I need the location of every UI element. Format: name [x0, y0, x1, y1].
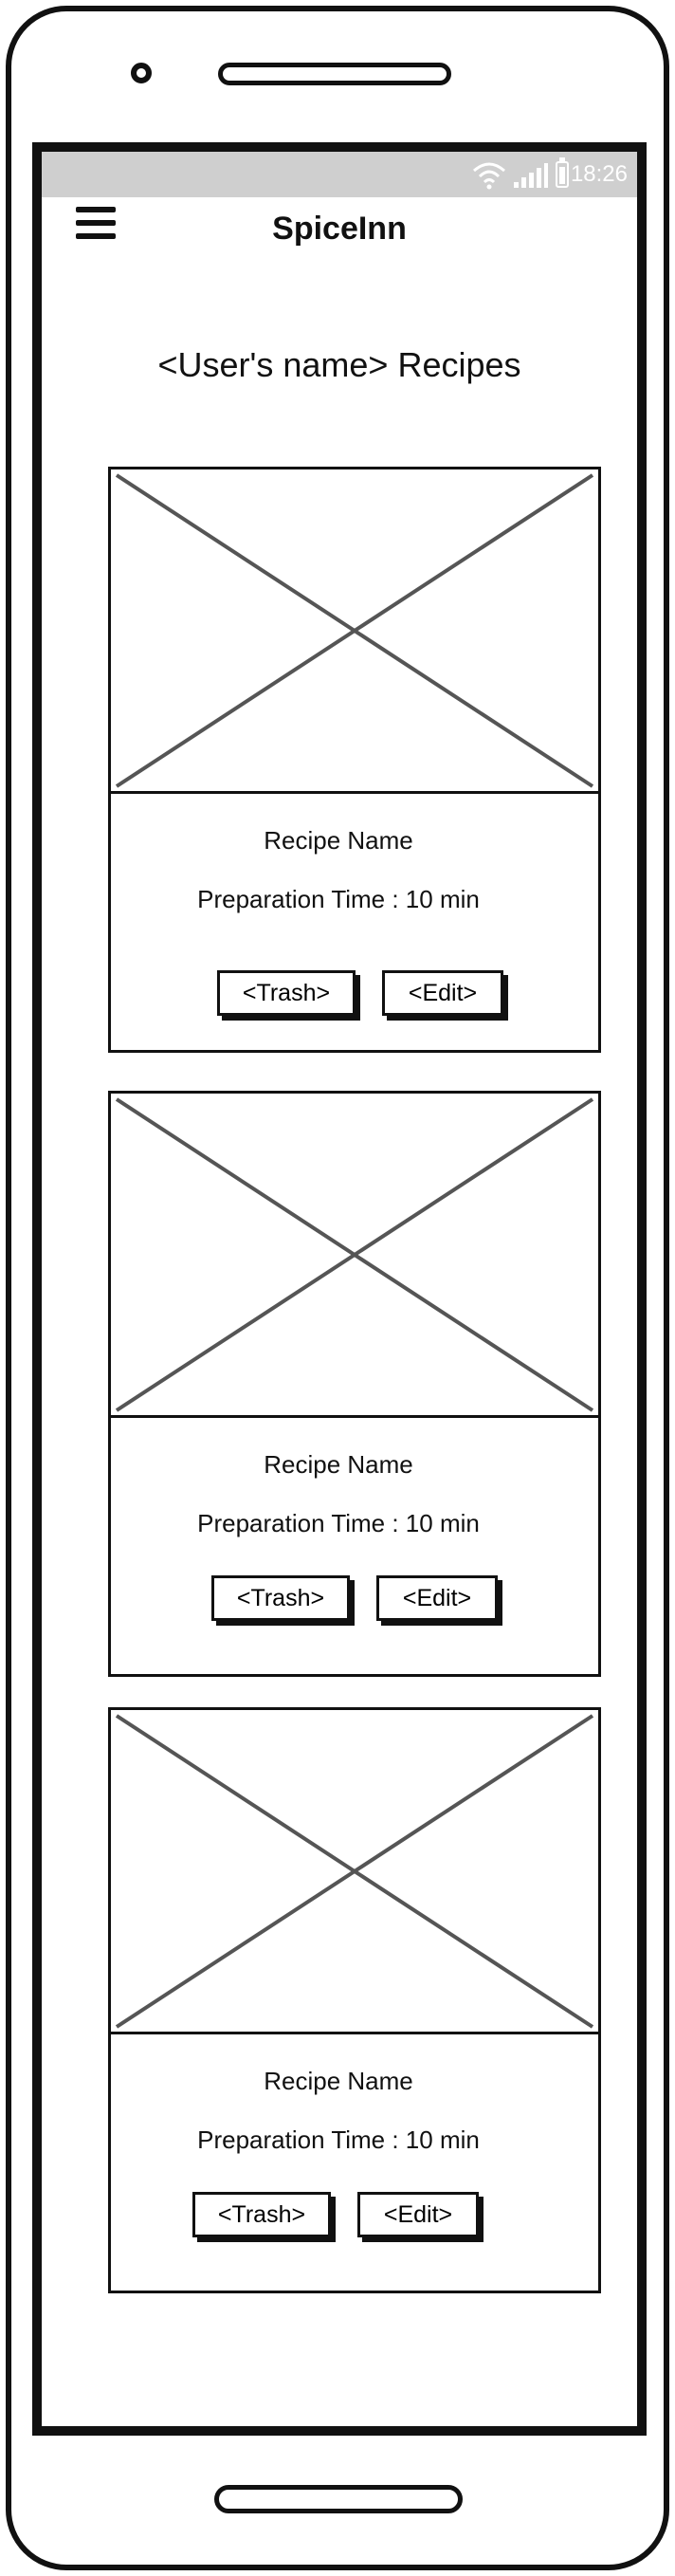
edit-button[interactable]: <Edit>: [376, 1575, 498, 1621]
edit-button[interactable]: <Edit>: [382, 970, 503, 1016]
battery-cap: [559, 157, 565, 161]
camera-icon: [131, 63, 152, 83]
recipe-name: Recipe Name: [264, 826, 413, 855]
image-placeholder-icon: [115, 1714, 594, 2029]
status-time: 18:26: [570, 161, 628, 187]
signal-icon: [514, 163, 548, 188]
recipe-image-placeholder: [111, 469, 598, 794]
recipe-name: Recipe Name: [264, 1450, 413, 1479]
image-placeholder-icon: [115, 1097, 594, 1412]
recipe-name: Recipe Name: [264, 2067, 413, 2095]
recipe-card: Recipe Name Preparation Time : 10 min <T…: [108, 1091, 601, 1677]
image-placeholder-icon: [115, 473, 594, 788]
status-bar: 18:26: [42, 152, 637, 197]
wifi-icon: [473, 162, 505, 190]
preparation-time: Preparation Time : 10 min: [197, 1509, 480, 1537]
speaker-grille: [218, 63, 451, 85]
recipe-card: Recipe Name Preparation Time : 10 min <T…: [108, 1707, 601, 2293]
hamburger-menu-icon[interactable]: [76, 207, 116, 241]
home-button[interactable]: [214, 2485, 463, 2513]
page-title: <User's name> Recipes: [157, 345, 521, 384]
trash-button[interactable]: <Trash>: [217, 970, 356, 1016]
screen: 18:26 SpiceInn <User's name> Recipes Rec…: [32, 142, 647, 2436]
battery-icon: [556, 161, 569, 188]
trash-button[interactable]: <Trash>: [211, 1575, 350, 1621]
preparation-time: Preparation Time : 10 min: [197, 2125, 480, 2154]
edit-button[interactable]: <Edit>: [357, 2192, 479, 2237]
trash-button[interactable]: <Trash>: [192, 2192, 331, 2237]
preparation-time: Preparation Time : 10 min: [197, 885, 480, 913]
app-title: SpiceInn: [272, 211, 407, 247]
recipe-image-placeholder: [111, 1094, 598, 1418]
recipe-image-placeholder: [111, 1710, 598, 2034]
recipe-card: Recipe Name Preparation Time : 10 min <T…: [108, 467, 601, 1053]
